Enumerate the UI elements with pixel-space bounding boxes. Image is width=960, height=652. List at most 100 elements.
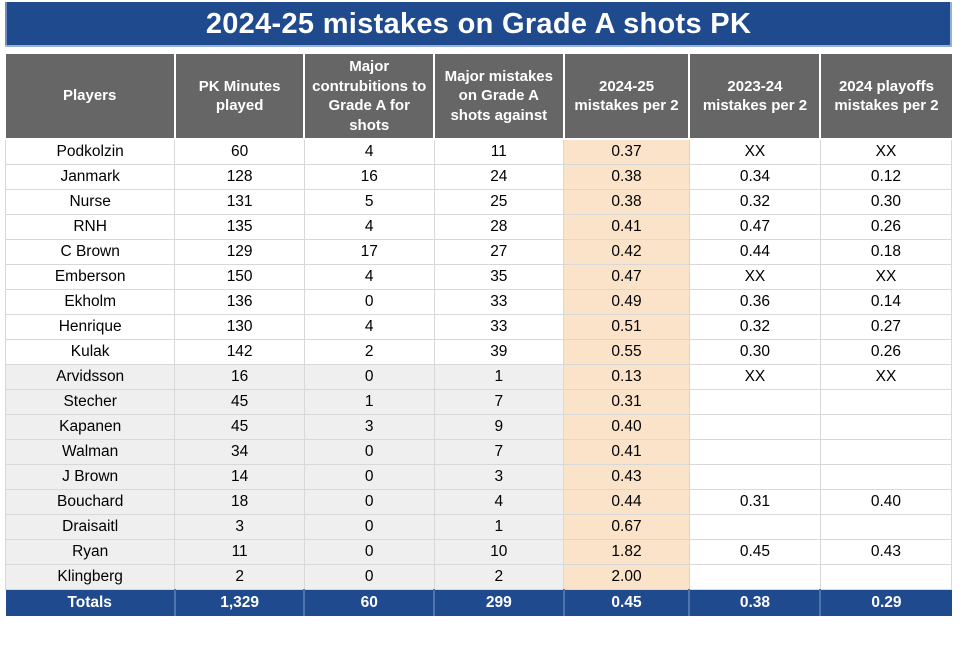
table-cell: 7: [433, 438, 565, 465]
player-name-cell: Henrique: [4, 313, 176, 340]
player-name-cell: Ryan: [4, 538, 176, 565]
column-header-2024-25-per2: 2024-25 mistakes per 2: [562, 52, 691, 140]
player-name-cell: Stecher: [4, 388, 176, 415]
table-cell: 27: [433, 238, 565, 265]
player-name-cell: Ekholm: [4, 288, 176, 315]
table-cell: [688, 463, 821, 490]
table-row: Klingberg 2 0 2 2.00: [4, 563, 953, 590]
table-cell: 0.12: [819, 163, 953, 190]
table-cell: 2.00: [563, 563, 690, 590]
table-row: Ryan 11 0 10 1.82 0.45 0.43: [4, 538, 953, 565]
table-cell: 0.38: [563, 163, 690, 190]
table-cell: 39: [433, 338, 565, 365]
table-footer: Totals 1,329 60 299 0.45 0.38 0.29: [5, 589, 952, 616]
header-row: Players PK Minutes played Major contrubi…: [5, 52, 952, 140]
table-cell: 0.31: [563, 388, 690, 415]
table-cell: 3: [433, 463, 565, 490]
table-cell: 0.40: [563, 413, 690, 440]
table-cell: 33: [433, 313, 565, 340]
table-cell: [819, 388, 953, 415]
player-name-cell: C Brown: [4, 238, 176, 265]
table-cell: 0: [303, 513, 435, 540]
totals-2024-playoffs-per2: 0.29: [819, 589, 952, 616]
table-cell: 0.14: [819, 288, 953, 315]
table-cell: 0.44: [688, 238, 821, 265]
totals-label: Totals: [5, 589, 175, 616]
player-name-cell: Kapanen: [4, 413, 176, 440]
table-cell: 128: [174, 163, 305, 190]
table-row: Bouchard 18 0 4 0.44 0.31 0.40: [4, 488, 953, 515]
table-cell: [688, 413, 821, 440]
table-cell: 0.55: [563, 338, 690, 365]
table-cell: 0.43: [563, 463, 690, 490]
table-cell: 60: [174, 138, 305, 165]
table-cell: 0.41: [563, 213, 690, 240]
totals-contributions: 60: [303, 589, 435, 616]
table-cell: 131: [174, 188, 305, 215]
player-name-cell: RNH: [4, 213, 176, 240]
table-cell: 130: [174, 313, 305, 340]
player-name-cell: Podkolzin: [4, 138, 176, 165]
table-cell: 0: [303, 538, 435, 565]
table-cell: XX: [688, 138, 821, 165]
spreadsheet-table: 2024-25 mistakes on Grade A shots PK Pla…: [4, 2, 953, 616]
table-cell: 0.34: [688, 163, 821, 190]
table-cell: 135: [174, 213, 305, 240]
table-cell: 45: [174, 413, 305, 440]
totals-row: Totals 1,329 60 299 0.45 0.38 0.29: [5, 589, 952, 616]
table-row: Walman 34 0 7 0.41: [4, 438, 953, 465]
table-row: Kapanen 45 3 9 0.40: [4, 413, 953, 440]
table-cell: 2: [303, 338, 435, 365]
table-cell: 34: [174, 438, 305, 465]
table-cell: [688, 438, 821, 465]
totals-mistakes: 299: [433, 589, 564, 616]
table-cell: 0.30: [688, 338, 821, 365]
table-cell: XX: [819, 363, 953, 390]
table-cell: 0.18: [819, 238, 953, 265]
column-header-pk-minutes: PK Minutes played: [173, 52, 306, 140]
table-cell: 2: [174, 563, 305, 590]
table-cell: 129: [174, 238, 305, 265]
table-cell: 150: [174, 263, 305, 290]
player-name-cell: Kulak: [4, 338, 176, 365]
table-cell: 1: [433, 363, 565, 390]
table-cell: 4: [303, 138, 435, 165]
table-cell: 16: [303, 163, 435, 190]
table-cell: 18: [174, 488, 305, 515]
table-cell: 0.45: [688, 538, 821, 565]
table-cell: 9: [433, 413, 565, 440]
table-cell: 0.42: [563, 238, 690, 265]
table-cell: 0: [303, 363, 435, 390]
table-cell: 0.67: [563, 513, 690, 540]
column-header-2023-24-per2: 2023-24 mistakes per 2: [688, 52, 822, 140]
table-row: Emberson 150 4 35 0.47 XX XX: [4, 263, 953, 290]
column-header-contributions: Major contrubitions to Grade A for shots: [303, 52, 436, 140]
table-row: Stecher 45 1 7 0.31: [4, 388, 953, 415]
column-header-players: Players: [5, 52, 176, 140]
table-cell: 0.32: [688, 313, 821, 340]
table-cell: XX: [819, 263, 953, 290]
table-cell: 0.43: [819, 538, 953, 565]
table-row: Nurse 131 5 25 0.38 0.32 0.30: [4, 188, 953, 215]
table-cell: 0.26: [819, 338, 953, 365]
player-name-cell: Draisaitl: [4, 513, 176, 540]
player-name-cell: Emberson: [4, 263, 176, 290]
table-cell: 28: [433, 213, 565, 240]
totals-pk-minutes: 1,329: [173, 589, 305, 616]
table-row: C Brown 129 17 27 0.42 0.44 0.18: [4, 238, 953, 265]
table-cell: 0.41: [563, 438, 690, 465]
table-cell: 11: [174, 538, 305, 565]
table-cell: 24: [433, 163, 565, 190]
table-cell: 0.49: [563, 288, 690, 315]
table-cell: 25: [433, 188, 565, 215]
table-row: Arvidsson 16 0 1 0.13 XX XX: [4, 363, 953, 390]
table-cell: 0.47: [563, 263, 690, 290]
table-cell: 3: [303, 413, 435, 440]
table-cell: [819, 563, 953, 590]
table-cell: XX: [688, 263, 821, 290]
table-cell: 0.32: [688, 188, 821, 215]
table-row: J Brown 14 0 3 0.43: [4, 463, 953, 490]
table-row: Janmark 128 16 24 0.38 0.34 0.12: [4, 163, 953, 190]
table-cell: 11: [433, 138, 565, 165]
table-cell: 45: [174, 388, 305, 415]
